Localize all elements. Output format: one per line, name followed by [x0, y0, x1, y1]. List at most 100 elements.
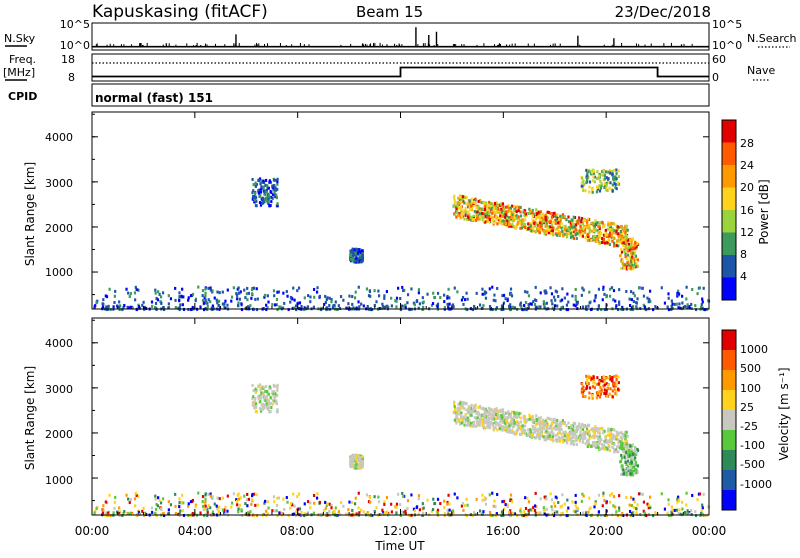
velocity-cell — [324, 506, 327, 510]
velocity-cell — [174, 511, 177, 515]
power-cell — [502, 293, 506, 297]
velocity-cell — [648, 495, 652, 499]
power-cell — [503, 212, 506, 216]
velocity-cell — [617, 438, 620, 442]
velocity-cell — [524, 424, 527, 428]
power-cell — [358, 249, 361, 253]
power-cell — [702, 286, 705, 290]
velocity-cell — [545, 429, 548, 433]
power-cbar-tick-24: 24 — [740, 159, 754, 172]
velocity-cell — [358, 511, 361, 515]
power-cell — [501, 294, 504, 298]
velocity-cell — [224, 512, 227, 516]
velocity-cell — [609, 377, 612, 381]
power-cell — [572, 237, 576, 241]
power-cell — [402, 289, 405, 293]
power-cell — [554, 289, 557, 293]
velocity-cell — [533, 427, 536, 431]
power-cell — [628, 248, 632, 252]
velocity-cell — [616, 433, 619, 437]
power-cell — [478, 303, 482, 307]
power-cell — [601, 225, 605, 229]
power-cell — [617, 235, 620, 239]
colorbar-segment — [722, 410, 736, 431]
power-cell — [468, 199, 471, 203]
velocity-cell — [273, 509, 277, 513]
power-cell — [285, 290, 288, 294]
power-cell — [620, 247, 623, 251]
power-cell — [159, 295, 163, 299]
velocity-cell — [606, 387, 609, 391]
velocity-cell — [238, 503, 241, 507]
velocity-cell — [624, 460, 627, 464]
velocity-cell — [567, 506, 570, 510]
velocity-cell — [492, 504, 495, 508]
power-cell — [620, 225, 623, 229]
power-cell — [272, 193, 275, 197]
power-cell — [524, 212, 527, 216]
velocity-cell — [636, 470, 639, 474]
velocity-cell — [586, 379, 589, 383]
power-cell — [622, 229, 625, 233]
velocity-cell — [358, 462, 361, 466]
velocity-cell — [524, 428, 527, 432]
velocity-cell — [614, 389, 617, 393]
velocity-cell — [475, 424, 478, 428]
velocity-cell — [475, 497, 478, 501]
velocity-cell — [466, 416, 469, 420]
power-cell — [417, 288, 421, 292]
velocity-cell — [621, 444, 624, 448]
power-cell — [454, 210, 458, 214]
velocity-cell — [510, 416, 513, 420]
power-cell — [303, 308, 306, 312]
power-cell — [266, 306, 269, 310]
power-cell — [562, 225, 565, 229]
velocity-cell — [648, 503, 651, 507]
power-cell — [513, 215, 516, 219]
power-cell — [143, 306, 146, 310]
power-cell — [357, 285, 360, 289]
velocity-cell — [349, 463, 352, 467]
power-cell — [519, 214, 523, 218]
power-cell — [471, 217, 474, 221]
velocity-cell — [361, 462, 364, 466]
power-cell — [206, 301, 209, 305]
velocity-cell — [275, 503, 279, 507]
power-cell — [237, 286, 240, 290]
power-cell — [566, 232, 570, 236]
velocity-cell — [489, 512, 493, 516]
power-cell — [472, 218, 476, 222]
power-cell — [482, 219, 485, 223]
power-cell — [359, 253, 362, 257]
velocity-cell — [582, 394, 585, 398]
power-cell — [510, 210, 513, 214]
velocity-cell — [126, 511, 129, 515]
velocity-cell — [488, 424, 491, 428]
velocity-cell — [607, 429, 610, 433]
velocity-cell — [461, 418, 464, 422]
power-cell — [268, 204, 271, 208]
velocity-cell — [486, 423, 490, 427]
velocity-cell — [276, 386, 279, 390]
velocity-cell — [602, 491, 605, 495]
velocity-cell — [253, 404, 257, 408]
velocity-cell — [528, 417, 531, 421]
power-cell — [527, 212, 530, 216]
velocity-cell — [610, 437, 613, 441]
velocity-cell — [570, 430, 573, 434]
power-cell — [512, 225, 515, 229]
power-cell — [356, 251, 360, 255]
velocity-cell — [507, 510, 511, 514]
power-cell — [590, 170, 594, 174]
power-cell — [611, 169, 614, 173]
power-cell — [191, 305, 194, 309]
velocity-data — [93, 374, 711, 518]
power-cell — [627, 249, 630, 253]
velocity-cell — [213, 502, 216, 506]
power-cell — [580, 181, 584, 185]
power-cell — [624, 231, 627, 235]
velocity-cell — [631, 511, 635, 515]
velocity-cell — [447, 512, 450, 516]
power-cell — [598, 236, 601, 240]
velocity-cell — [118, 514, 121, 518]
